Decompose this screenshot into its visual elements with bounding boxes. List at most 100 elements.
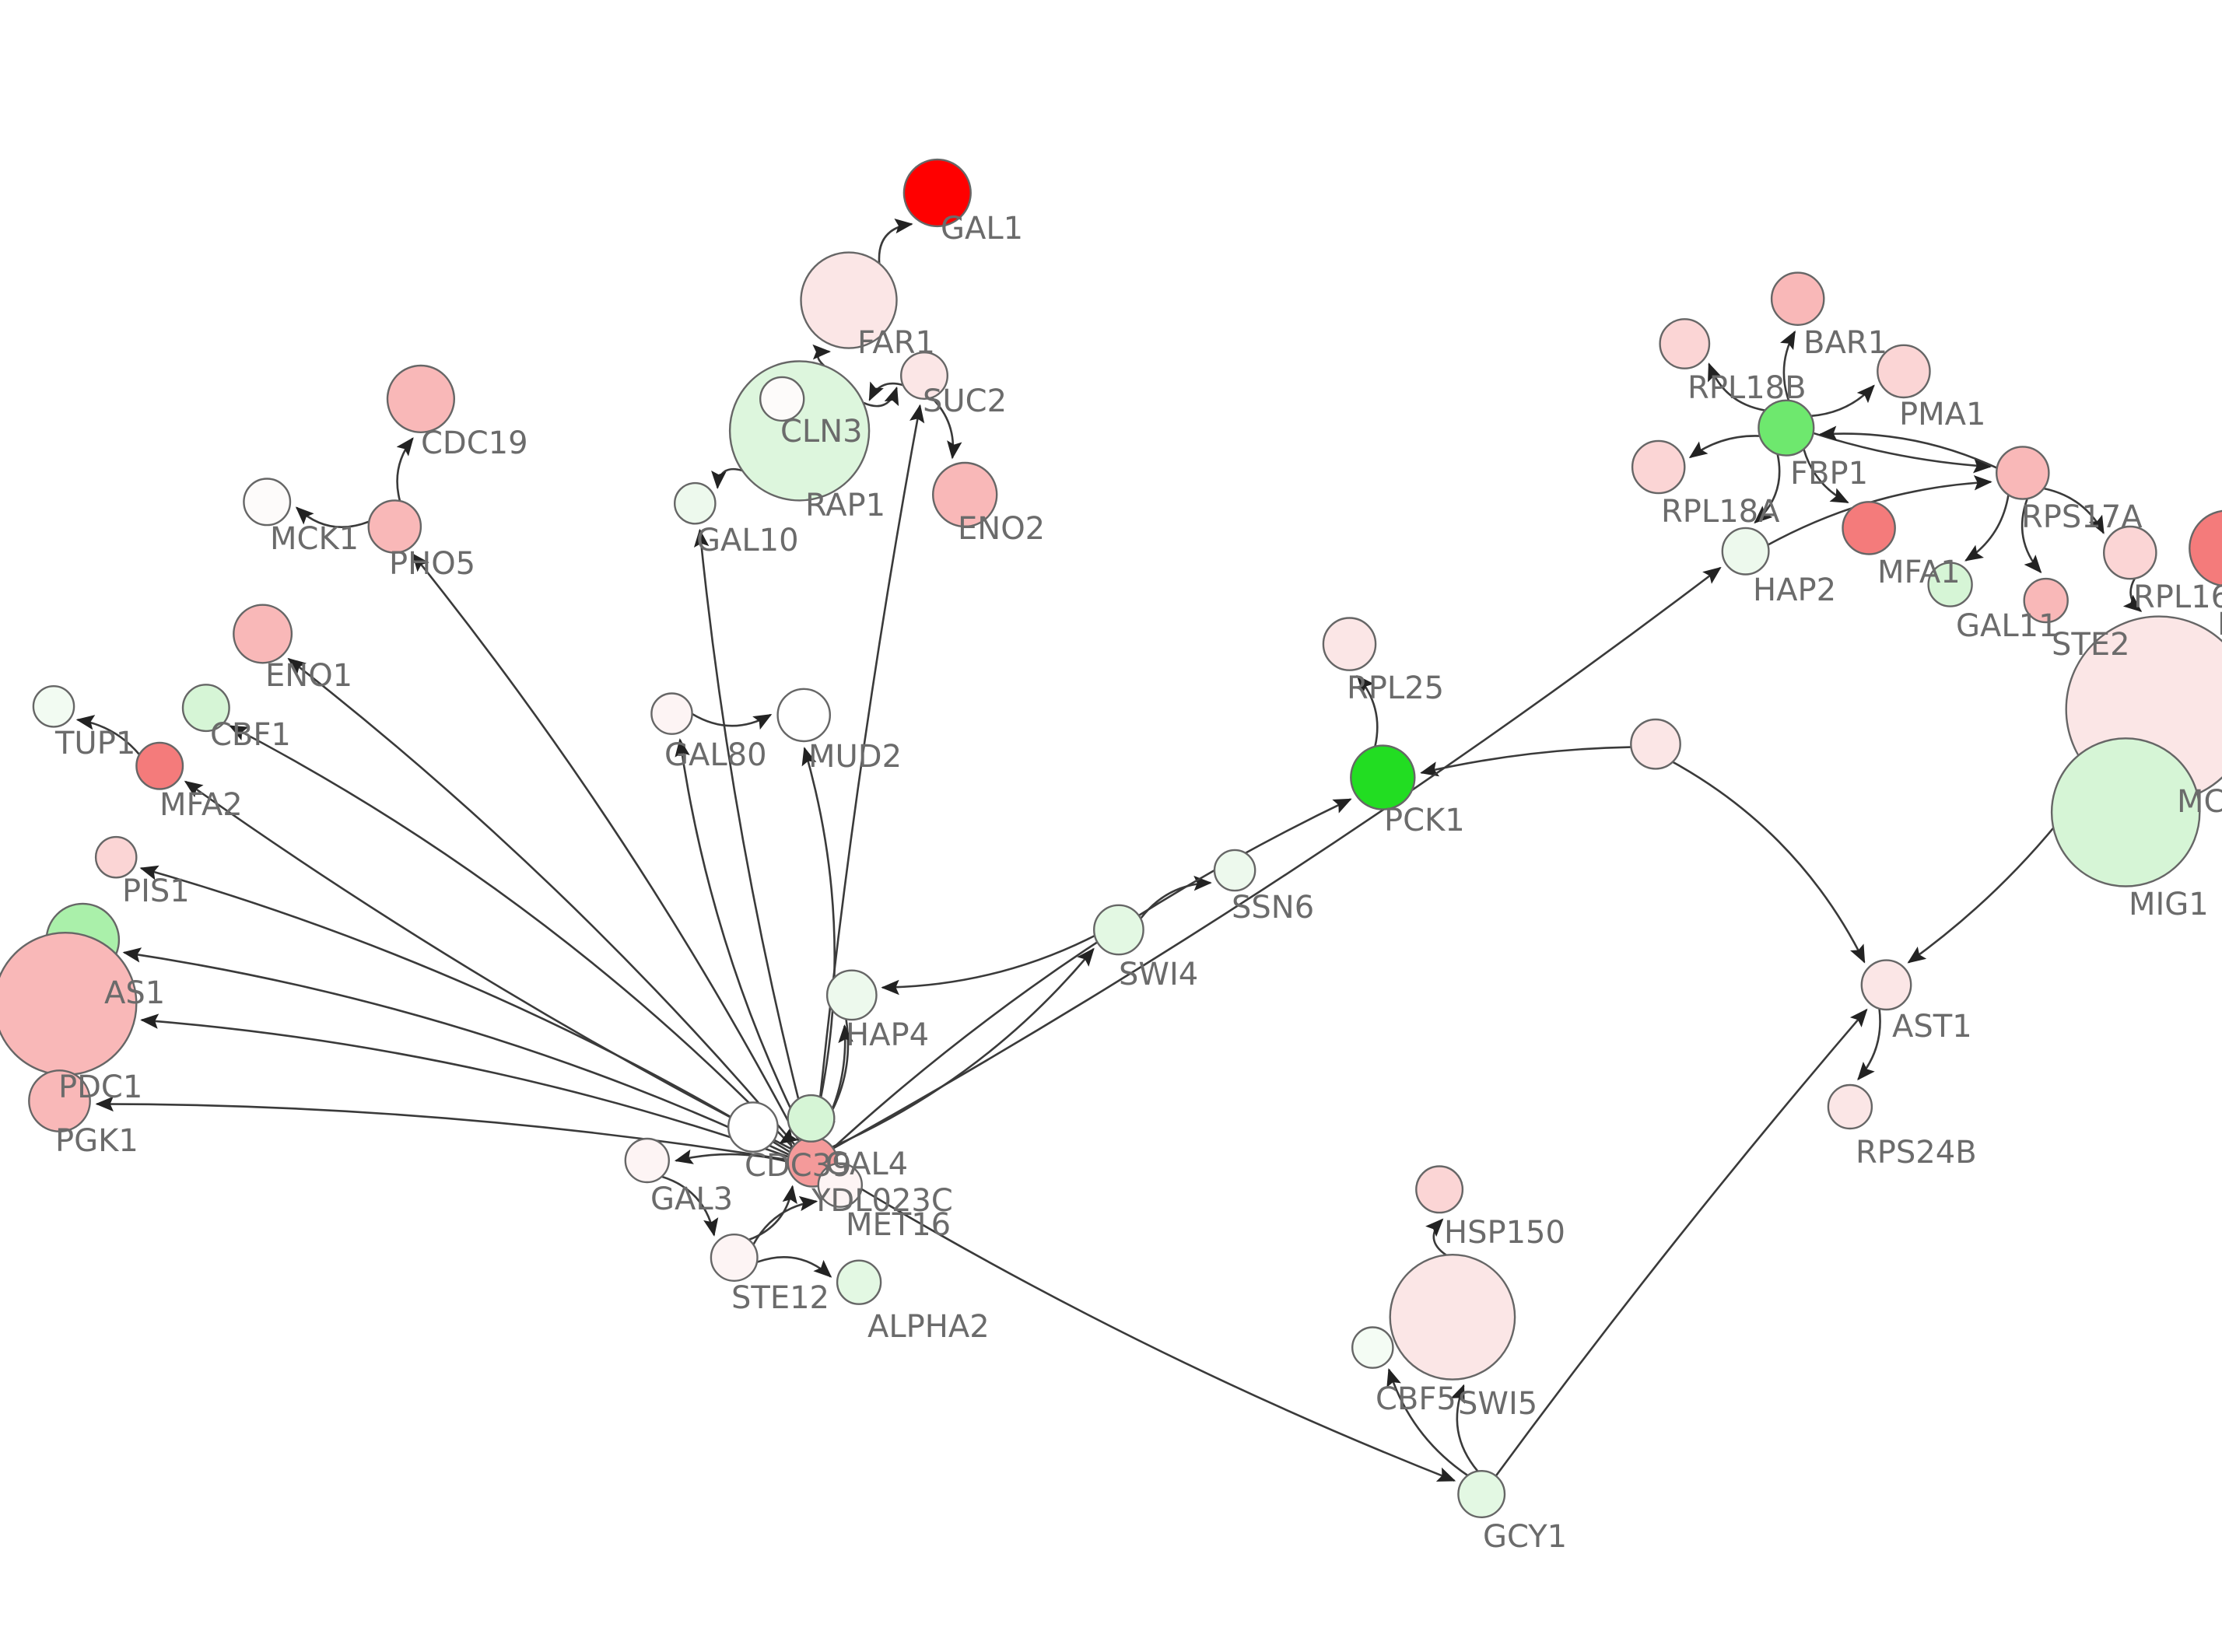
node-mud2[interactable]: [776, 688, 831, 743]
node-hap4[interactable]: [825, 969, 878, 1021]
node-bar1[interactable]: [1770, 271, 1825, 327]
node-label-fbp1: FBP1: [1790, 456, 1869, 492]
edge: [1495, 1008, 1868, 1477]
node-gal1[interactable]: [902, 158, 972, 228]
node-eno1[interactable]: [233, 604, 293, 664]
node-label-swi5: SWI5: [1458, 1386, 1538, 1422]
node-pho5[interactable]: [367, 499, 422, 554]
node-rpl18b[interactable]: [1659, 318, 1711, 369]
node-label-alpha2: ALPHA2: [867, 1309, 990, 1345]
node-gal11_hub[interactable]: [787, 1094, 836, 1143]
edge: [832, 566, 1722, 1150]
node-label-pdc1: PDC1: [58, 1069, 143, 1105]
node-mfa2[interactable]: [135, 741, 184, 790]
node-label-gal10: GAL10: [696, 523, 799, 558]
node-label-mud2: MUD2: [808, 739, 902, 775]
edge: [779, 1127, 799, 1150]
node-rpl25[interactable]: [1322, 617, 1377, 671]
node-cdc19[interactable]: [386, 364, 456, 434]
node-label-cdc39: CDC39: [745, 1148, 852, 1184]
node-pma1[interactable]: [1877, 344, 1931, 399]
node-alpha2[interactable]: [836, 1259, 882, 1305]
node-layer: [0, 158, 2222, 1518]
node-label-rps17a: RPS17A: [2021, 499, 2143, 535]
node-label-ste2: STE2: [2052, 627, 2130, 663]
node-ydl023c[interactable]: [817, 1162, 864, 1208]
node-pck1[interactable]: [1350, 744, 1416, 810]
edge: [1688, 435, 1760, 459]
edge: [756, 1256, 832, 1278]
edge: [295, 506, 370, 529]
node-pis1[interactable]: [94, 835, 138, 879]
node-ssn6[interactable]: [1213, 849, 1256, 892]
edge: [878, 218, 913, 264]
node-label-rps24b: RPS24B: [1856, 1135, 1977, 1171]
node-rpl18a[interactable]: [1631, 439, 1686, 495]
node-label-his4: HIS4: [2217, 609, 2222, 640]
node-mck1[interactable]: [243, 478, 292, 527]
node-cbf5[interactable]: [1351, 1326, 1394, 1369]
node-label-cln3: CLN3: [780, 414, 863, 450]
node-label-rpl25: RPL25: [1347, 670, 1445, 706]
node-tup1[interactable]: [32, 685, 75, 728]
node-label-ste12: STE12: [731, 1280, 829, 1316]
node-pgk1[interactable]: [28, 1069, 91, 1132]
edge: [287, 657, 796, 1146]
node-rap1[interactable]: [759, 376, 805, 422]
edge: [815, 404, 925, 1138]
edge: [691, 712, 773, 730]
node-swi4[interactable]: [1093, 904, 1144, 956]
node-rps24b[interactable]: [1827, 1083, 1873, 1130]
node-pck1_src[interactable]: [1630, 718, 1681, 770]
node-label-cbf1: CBF1: [210, 717, 291, 753]
node-hap2[interactable]: [1721, 527, 1770, 576]
node-hsp150[interactable]: [1415, 1165, 1464, 1214]
node-rps17a[interactable]: [1995, 446, 2050, 500]
node-label-pma1: PMA1: [1899, 397, 1986, 432]
node-gal10[interactable]: [674, 481, 717, 525]
node-mig1[interactable]: [2050, 737, 2201, 887]
edge: [184, 780, 792, 1150]
edge: [812, 344, 832, 367]
node-rpl16a[interactable]: [2102, 525, 2157, 580]
node-label-cdc19: CDC19: [421, 425, 528, 461]
node-label-met16: MET16: [846, 1207, 952, 1243]
node-cdc39[interactable]: [727, 1101, 779, 1153]
node-gal80[interactable]: [650, 692, 693, 735]
node-far1[interactable]: [800, 251, 898, 349]
node-his4[interactable]: [2189, 509, 2222, 587]
node-cbf1[interactable]: [181, 684, 230, 733]
node-eno2[interactable]: [931, 461, 998, 528]
node-gcy1[interactable]: [1457, 1469, 1506, 1518]
node-fbp1[interactable]: [1758, 399, 1815, 457]
node-label-eno1: ENO1: [265, 658, 353, 694]
node-label-rpl18b: RPL18B: [1688, 370, 1807, 406]
node-gal3[interactable]: [624, 1137, 670, 1184]
edge: [1450, 1384, 1479, 1472]
node-label-ssn6: SSN6: [1232, 890, 1315, 926]
edge: [661, 1175, 719, 1237]
node-label-mck1: MCK1: [270, 521, 359, 557]
edge: [1803, 449, 1849, 504]
node-ast1[interactable]: [1860, 959, 1912, 1011]
edge: [2020, 498, 2042, 574]
node-label-bar1: BAR1: [1803, 325, 1888, 361]
edge: [1857, 1008, 1881, 1081]
node-ste2[interactable]: [2023, 577, 2069, 624]
node-label-hap2: HAP2: [1753, 572, 1837, 608]
node-label-tup1: TUP1: [55, 726, 136, 761]
node-ste12[interactable]: [710, 1233, 759, 1282]
node-swi5[interactable]: [1389, 1254, 1516, 1381]
edge: [834, 1171, 1456, 1482]
node-gal11[interactable]: [1927, 562, 1973, 607]
node-mfa1[interactable]: [1842, 501, 1896, 555]
node-label-pis1: PIS1: [122, 873, 190, 909]
edge: [862, 386, 899, 408]
node-label-ydl023c: YDL023C: [811, 1183, 953, 1219]
node-suc2[interactable]: [899, 352, 948, 401]
node-label-gcy1: GCY1: [1483, 1519, 1568, 1555]
edge: [229, 725, 794, 1148]
node-label-suc2: SUC2: [923, 383, 1008, 419]
edge: [1767, 474, 1992, 546]
